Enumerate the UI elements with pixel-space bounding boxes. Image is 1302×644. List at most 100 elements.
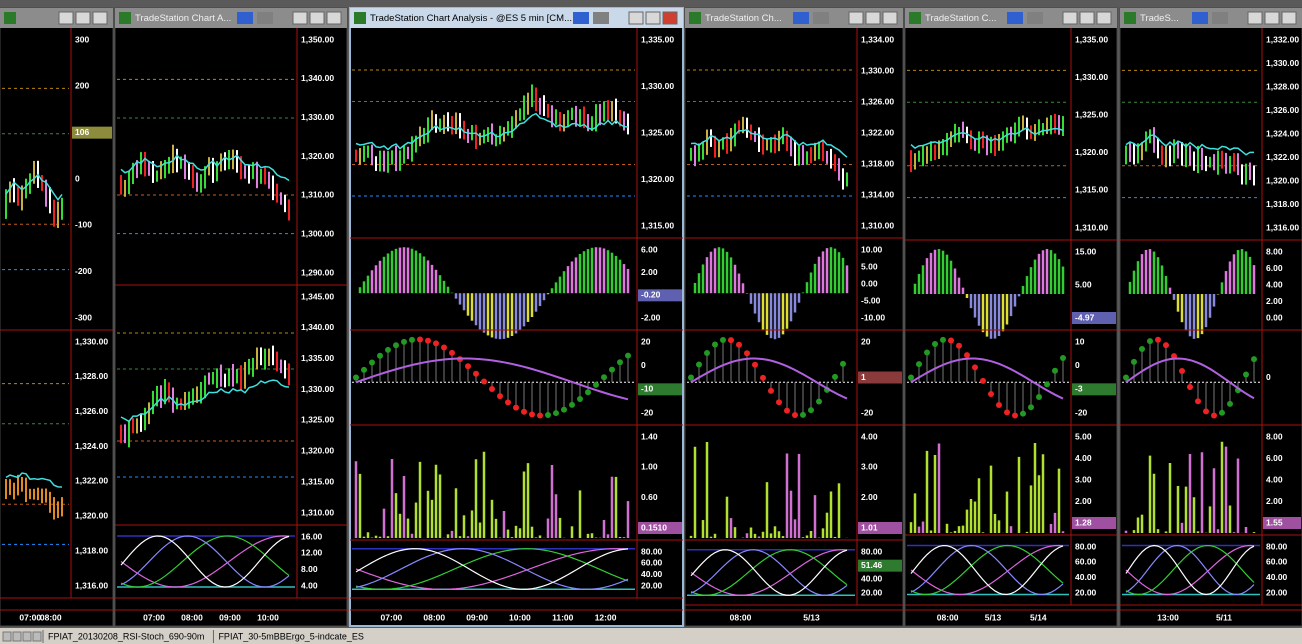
axis-label: 1,335.00 (641, 34, 674, 44)
osc-dot (481, 378, 487, 385)
tab-scroll-button[interactable] (32, 631, 42, 642)
window-button[interactable] (1062, 11, 1078, 25)
osc-dot (840, 360, 846, 367)
window-button[interactable] (309, 11, 325, 25)
axis-label: 1,335.00 (1075, 34, 1108, 44)
osc-dot (932, 341, 938, 348)
average-line (5, 472, 63, 488)
axis-label: -0.20 (641, 290, 661, 300)
axis-label: 1,315.00 (1075, 185, 1108, 195)
value-marker (638, 289, 682, 302)
axis-label: 1,325.00 (641, 127, 674, 137)
osc-dot (956, 342, 962, 349)
axis-label: 10.00 (861, 244, 883, 254)
window-button[interactable] (848, 11, 864, 25)
axis-label: 1,330.00 (861, 65, 894, 75)
osc-dot (1147, 338, 1153, 345)
window-button[interactable] (662, 11, 678, 25)
osc-dot (736, 341, 742, 348)
strategy-button[interactable] (793, 12, 809, 24)
axis-label: 1,334.00 (861, 34, 894, 44)
strategy-button[interactable] (573, 12, 589, 24)
axis-label: 80.00 (641, 546, 663, 556)
osc-dot (601, 374, 607, 381)
osc-dot (433, 340, 439, 347)
app-icon (1124, 12, 1136, 24)
tab-scroll-button[interactable] (12, 631, 22, 642)
window-button[interactable] (292, 11, 308, 25)
time-label: 10:00 (257, 612, 279, 622)
osc-dot (940, 336, 946, 343)
axis-label: 1,290.00 (301, 267, 334, 277)
axis-label: 80.00 (1266, 541, 1288, 551)
window-title: TradeStation Chart Analysis - @ES 5 min … (370, 13, 572, 24)
osc-dot (521, 408, 527, 415)
osc-dot (784, 407, 790, 414)
window-button[interactable] (882, 11, 898, 25)
strategy-button[interactable] (1192, 12, 1208, 24)
app-icon (689, 12, 701, 24)
axis-label: 1,324.00 (1266, 128, 1299, 138)
indicator-button[interactable] (1027, 12, 1043, 24)
window-button[interactable] (628, 11, 644, 25)
axis-label: 0 (1075, 360, 1080, 370)
window-button[interactable] (645, 11, 661, 25)
indicator-button[interactable] (813, 12, 829, 24)
axis-label: 6.00 (641, 244, 658, 254)
axis-label: -20 (641, 407, 654, 417)
window-button[interactable] (865, 11, 881, 25)
window-button[interactable] (326, 11, 342, 25)
axis-label: 60.00 (641, 558, 663, 568)
osc-dot (473, 370, 479, 377)
axis-label: 1,330.00 (1075, 72, 1108, 82)
strategy-button[interactable] (1007, 12, 1023, 24)
window-button[interactable] (1281, 11, 1297, 25)
axis-label: 0 (641, 360, 646, 370)
axis-label: 60.00 (1266, 557, 1288, 567)
axis-label: -3 (1075, 384, 1083, 394)
window-button[interactable] (58, 11, 74, 25)
sheet-tab[interactable]: FPIAT_30-5mBBErgo_5-indcate_ES (218, 631, 363, 641)
window-button[interactable] (1079, 11, 1095, 25)
axis-label: 1,320.00 (1266, 175, 1299, 185)
axis-label: 1.00 (641, 462, 658, 472)
strategy-button[interactable] (237, 12, 253, 24)
indicator-button[interactable] (1212, 12, 1228, 24)
window-button[interactable] (1264, 11, 1280, 25)
stoch-line (120, 535, 290, 588)
axis-label: 8.00 (1266, 246, 1283, 256)
axis-label: 1,318.00 (861, 158, 894, 168)
osc-dot (537, 412, 543, 419)
axis-label: 80.00 (1075, 541, 1097, 551)
time-label: 5/11 (1216, 612, 1232, 622)
window-button[interactable] (1096, 11, 1112, 25)
tab-scroll-button[interactable] (22, 631, 32, 642)
osc-dot (1131, 358, 1137, 365)
window-button[interactable] (75, 11, 91, 25)
average-line (120, 379, 290, 423)
osc-dot (561, 406, 567, 413)
app-icon (909, 12, 921, 24)
time-label: 11:00 (552, 612, 574, 622)
axis-label: 20.00 (1075, 587, 1097, 597)
osc-dot (816, 398, 822, 405)
window-button[interactable] (92, 11, 108, 25)
window-button[interactable] (1247, 11, 1263, 25)
window-title: TradeS... (1140, 13, 1179, 24)
axis-label: 3.00 (1075, 474, 1092, 484)
osc-dot (752, 361, 758, 368)
osc-dot (744, 350, 750, 357)
indicator-button[interactable] (593, 12, 609, 24)
osc-dot (417, 336, 423, 343)
tab-scroll-button[interactable] (2, 631, 12, 642)
axis-label: -10.00 (861, 312, 885, 322)
axis-label: 80.00 (861, 546, 883, 556)
axis-label: 1,318.00 (1266, 199, 1299, 209)
axis-label: 15.00 (1075, 246, 1097, 256)
stoch-line (120, 535, 290, 588)
indicator-button[interactable] (257, 12, 273, 24)
osc-dot (768, 387, 774, 394)
value-marker (858, 371, 902, 384)
sheet-tab[interactable]: FPIAT_20130208_RSI-Stoch_690-90m (48, 631, 204, 641)
